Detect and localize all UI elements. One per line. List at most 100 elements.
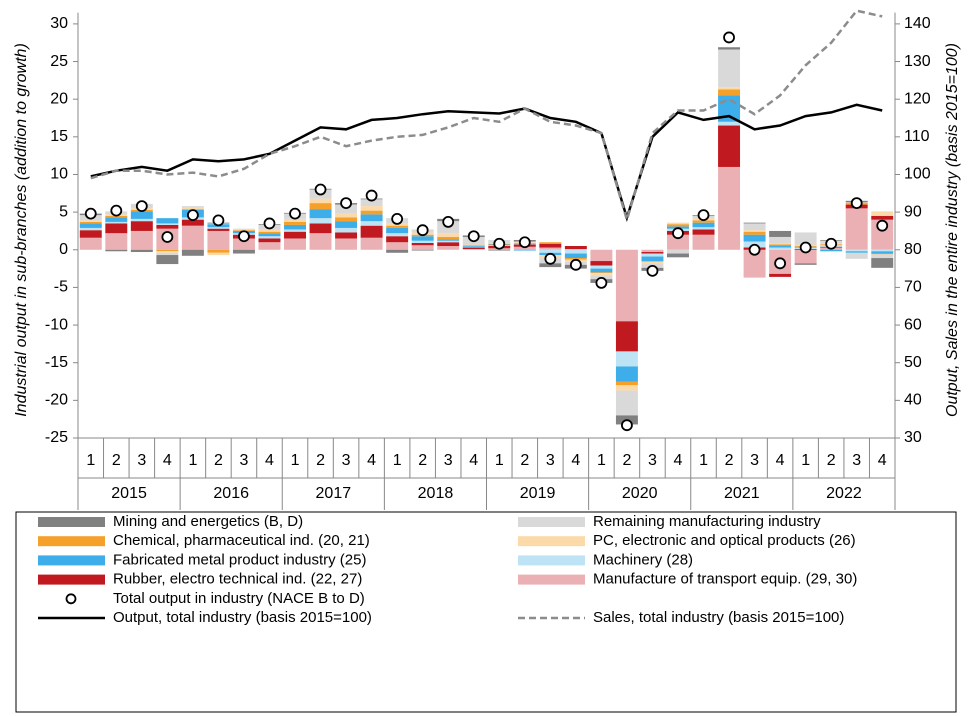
bar-segment bbox=[181, 225, 204, 250]
x-tick-label: 1 bbox=[801, 452, 810, 469]
x-tick-label: 4 bbox=[265, 452, 274, 469]
bar-segment bbox=[794, 263, 817, 265]
y2-tick-label: 100 bbox=[904, 166, 931, 183]
x-tick-label: 3 bbox=[852, 452, 861, 469]
bar-segment bbox=[769, 245, 792, 248]
bar-segment bbox=[207, 252, 230, 256]
bar-segment bbox=[615, 366, 638, 382]
bar-segment bbox=[871, 251, 894, 254]
total-marker bbox=[263, 217, 276, 230]
bar-segment bbox=[743, 234, 766, 242]
bar-segment bbox=[871, 215, 894, 220]
total-marker bbox=[876, 219, 889, 232]
bar-segment bbox=[437, 239, 460, 241]
bar-segment bbox=[258, 229, 281, 232]
bar-segment bbox=[564, 249, 587, 250]
bar-segment bbox=[692, 220, 715, 223]
bar-segment bbox=[386, 236, 409, 243]
bar-segment bbox=[232, 228, 255, 230]
bar-segment bbox=[615, 390, 638, 416]
y-tick-label: 30 bbox=[50, 15, 68, 32]
bar-segment bbox=[335, 227, 358, 233]
bar-segment bbox=[462, 244, 485, 246]
bar-segment bbox=[743, 249, 766, 278]
total-marker bbox=[748, 243, 761, 256]
x-tick-label: 3 bbox=[648, 452, 657, 469]
line-series bbox=[90, 103, 883, 223]
bar-segment bbox=[641, 261, 664, 262]
legend-swatch bbox=[518, 536, 585, 547]
bar-segment bbox=[386, 233, 409, 237]
bar-segment bbox=[309, 218, 332, 224]
bar-segment bbox=[564, 253, 587, 259]
total-marker bbox=[84, 207, 97, 220]
x-tick-label: 1 bbox=[86, 452, 95, 469]
bar-segment bbox=[79, 220, 102, 222]
y-tick-label: -10 bbox=[45, 316, 68, 333]
year-label: 2018 bbox=[418, 485, 454, 502]
bar-segment bbox=[641, 253, 664, 257]
x-tick-label: 3 bbox=[750, 452, 759, 469]
bar-segment bbox=[309, 209, 332, 219]
y2-axis-label: Output, Sales in the entire industry (ba… bbox=[944, 43, 961, 417]
legend-label: Output, total industry (basis 2015=100) bbox=[113, 609, 372, 626]
bar-segment bbox=[105, 223, 128, 234]
bar-segment bbox=[207, 230, 230, 250]
bar-segment bbox=[437, 233, 460, 237]
bar-segment bbox=[335, 238, 358, 250]
bar-segment bbox=[411, 249, 434, 251]
total-marker bbox=[518, 236, 531, 249]
bar-segment bbox=[718, 89, 741, 96]
bar-segment bbox=[258, 233, 281, 237]
total-marker bbox=[110, 204, 123, 217]
x-tick-label: 4 bbox=[469, 452, 478, 469]
bar-segment bbox=[130, 218, 153, 222]
legend-swatch bbox=[38, 574, 105, 585]
total-marker bbox=[850, 197, 863, 209]
bar-segment bbox=[130, 221, 153, 231]
total-marker bbox=[595, 276, 608, 289]
bar-segment bbox=[539, 242, 562, 244]
bar-segment bbox=[871, 253, 894, 255]
year-label: 2022 bbox=[826, 485, 862, 502]
bar-segment bbox=[667, 224, 689, 227]
bar-segment bbox=[769, 247, 792, 250]
bar-segment bbox=[871, 258, 894, 268]
bar-segment bbox=[743, 223, 766, 231]
total-marker bbox=[391, 213, 404, 225]
legend-swatch bbox=[518, 574, 585, 585]
y-tick-label: 10 bbox=[50, 166, 68, 183]
bar-segment bbox=[258, 236, 281, 239]
bar-segment bbox=[105, 233, 128, 250]
bar-segment bbox=[718, 47, 741, 50]
bar-segment bbox=[590, 261, 613, 266]
bar-segment bbox=[794, 232, 817, 245]
bar-segment bbox=[615, 351, 638, 367]
bar-segment bbox=[590, 249, 613, 262]
bar-segment bbox=[845, 249, 868, 252]
total-marker bbox=[825, 237, 838, 250]
x-tick-label: 4 bbox=[878, 452, 887, 469]
bar-segment bbox=[692, 229, 715, 235]
total-marker bbox=[569, 258, 582, 271]
bar-segment bbox=[667, 253, 689, 258]
total-marker bbox=[672, 227, 684, 240]
bar-segment bbox=[284, 224, 306, 230]
total-marker bbox=[416, 224, 429, 237]
bar-segment bbox=[360, 221, 383, 226]
total-marker bbox=[289, 207, 301, 220]
bar-segment bbox=[564, 258, 587, 260]
y-tick-label: 20 bbox=[50, 90, 68, 107]
total-marker bbox=[774, 257, 787, 270]
legend-swatch bbox=[38, 536, 105, 547]
y-tick-label: 5 bbox=[59, 203, 68, 220]
x-tick-label: 2 bbox=[520, 452, 529, 469]
total-marker bbox=[238, 230, 250, 243]
bar-segment bbox=[335, 221, 358, 228]
bar-segment bbox=[462, 247, 485, 250]
legend-label: Manufacture of transport equip. (29, 30) bbox=[593, 571, 857, 588]
legend-swatch bbox=[518, 517, 585, 527]
legend-label: Mining and energetics (B, D) bbox=[113, 513, 303, 530]
bar-segment bbox=[232, 249, 255, 254]
y2-tick-label: 120 bbox=[904, 90, 931, 107]
